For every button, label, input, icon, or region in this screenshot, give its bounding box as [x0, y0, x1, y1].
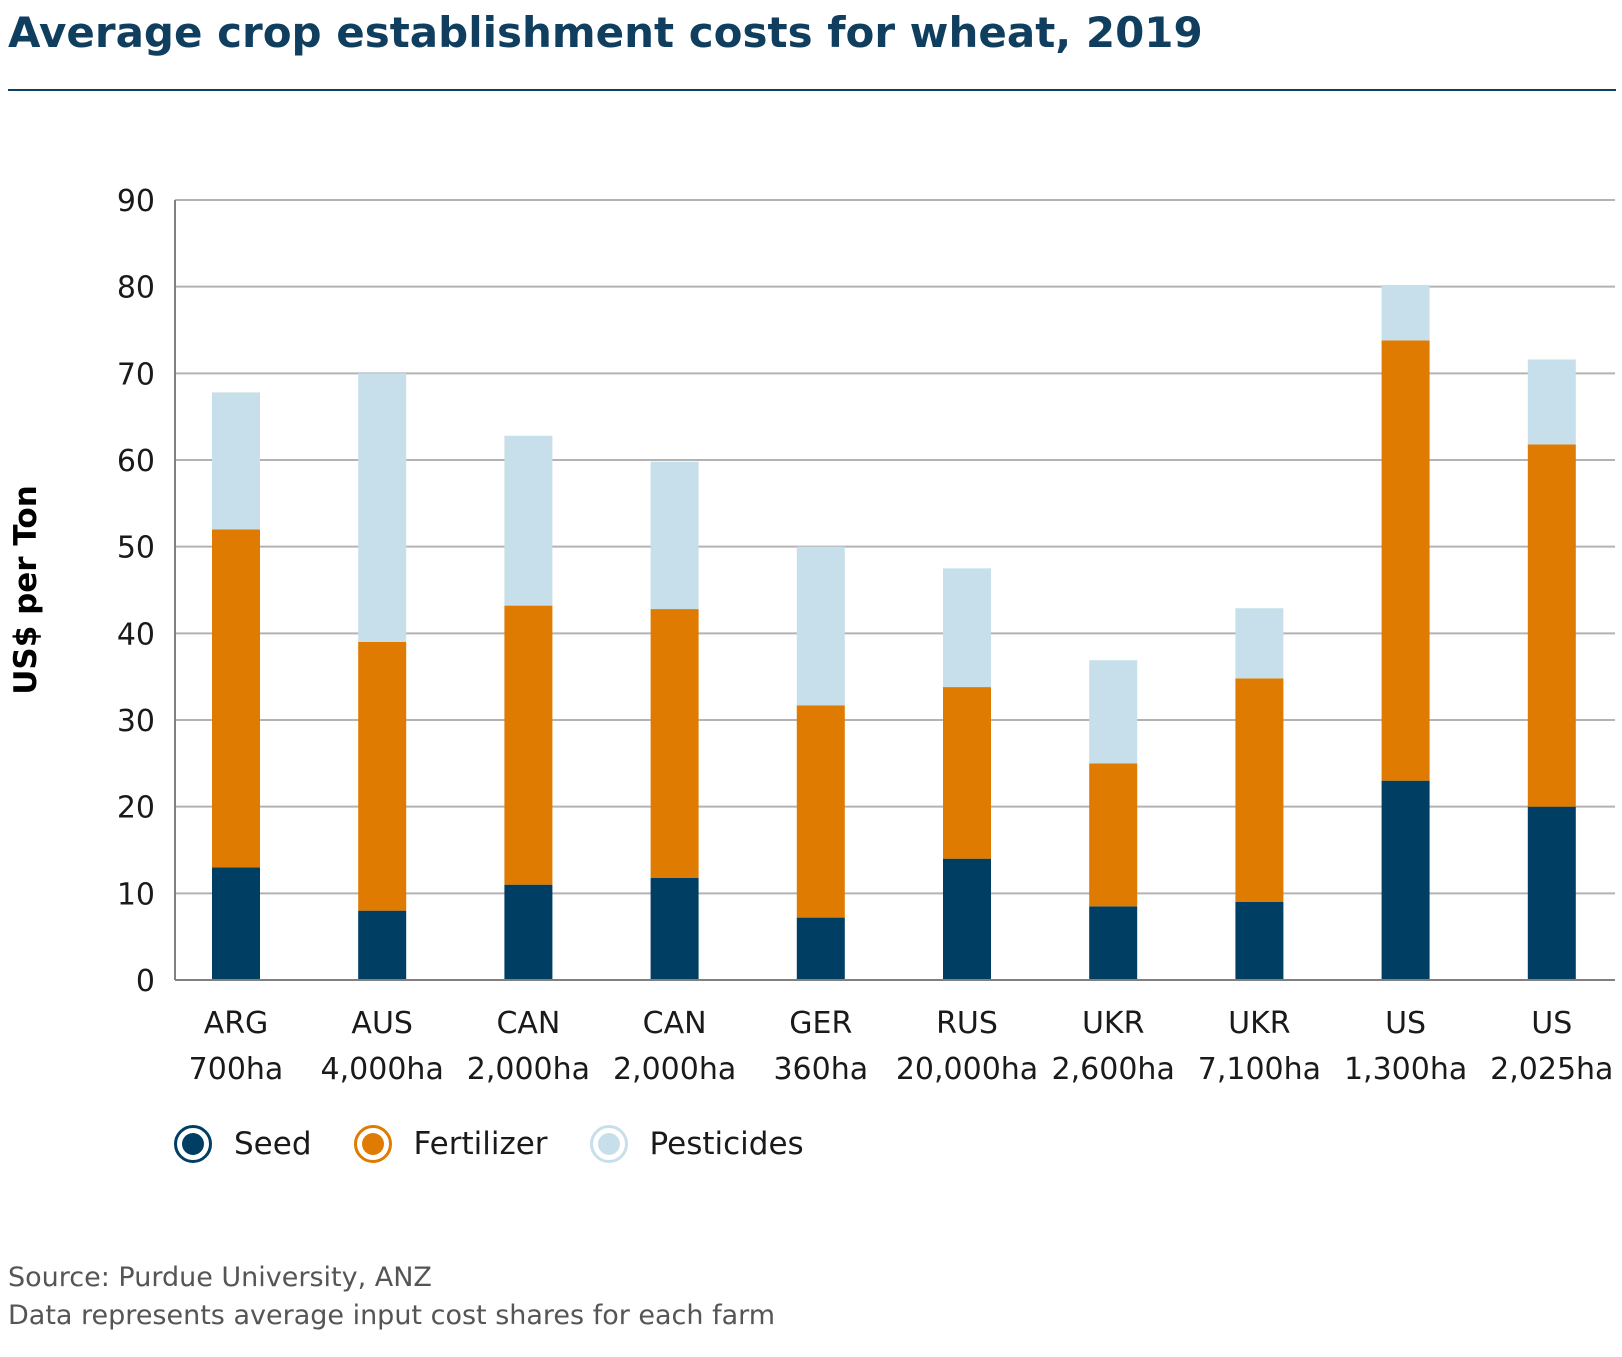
y-tick-label: 60: [117, 444, 155, 479]
bar-seed: [943, 858, 991, 980]
y-tick-label: 20: [117, 791, 155, 826]
bar-pesticides: [358, 373, 407, 642]
bar-pesticides: [1527, 359, 1576, 445]
bar-seed: [1381, 780, 1430, 980]
x-tick-label: GER 360ha: [773, 1006, 868, 1087]
legend-label-seed: Seed: [234, 1126, 312, 1162]
title-divider: [8, 89, 1616, 91]
legend: Seed Fertilizer Pesticides: [174, 1118, 846, 1170]
bar-fertilizer: [1089, 763, 1138, 907]
legend-marker-pesticides: [589, 1125, 628, 1163]
x-tick-label: US 2,025ha: [1490, 1006, 1613, 1087]
bar-fertilizer: [1381, 340, 1430, 781]
bar-pesticides: [796, 546, 845, 706]
legend-marker-seed: [174, 1125, 212, 1163]
y-tick-label: 50: [117, 531, 155, 566]
legend-dot-seed: [182, 1133, 204, 1155]
x-tick-labels: ARG 700ha AUS 4,000ha CAN 2,000ha CAN 2,000ha GE…: [189, 1006, 1614, 1087]
y-tick-label: 90: [117, 184, 155, 219]
bar-pesticides: [504, 435, 553, 606]
y-tick-label: 80: [117, 271, 155, 306]
bar-seed: [504, 884, 553, 980]
bar-seed: [1527, 806, 1576, 980]
bar-fertilizer: [796, 705, 845, 918]
bar-fertilizer: [1235, 678, 1284, 902]
x-tick-label: US 1,300ha: [1344, 1006, 1467, 1087]
x-tick-label: CAN 2,000ha: [613, 1006, 736, 1087]
bar-fertilizer: [504, 605, 553, 885]
x-tick-label: RUS 20,000ha: [896, 1006, 1038, 1087]
bar-seed: [796, 917, 845, 980]
legend-dot-pesticides: [597, 1133, 620, 1155]
y-tick-label: 10: [117, 877, 155, 912]
legend-item-fertilizer: Fertilizer: [353, 1125, 548, 1163]
x-tick-label: UKR 7,100ha: [1198, 1006, 1321, 1087]
bar-fertilizer: [212, 529, 260, 868]
data-note: Data represents average input cost share…: [8, 1300, 776, 1331]
bar-fertilizer: [1527, 444, 1576, 807]
legend-label-pesticides: Pesticides: [649, 1126, 804, 1162]
bar-seed: [650, 877, 699, 980]
y-tick-label: 70: [117, 357, 155, 392]
bar-seed: [212, 867, 260, 980]
x-tick-label: CAN 2,000ha: [467, 1006, 590, 1087]
x-tick-label: ARG 700ha: [189, 1006, 284, 1087]
legend-item-pesticides: Pesticides: [589, 1125, 804, 1163]
y-tick-label: 40: [117, 617, 155, 652]
bar-pesticides: [943, 568, 991, 688]
bar-pesticides: [1089, 660, 1138, 764]
legend-marker-fertilizer: [353, 1125, 392, 1163]
chart-title: Average crop establishment costs for whe…: [8, 8, 1203, 57]
bar-pesticides: [212, 392, 260, 530]
bar-fertilizer: [943, 687, 991, 859]
bar-pesticides: [1235, 608, 1284, 679]
y-axis-label: US$ per Ton: [8, 485, 44, 695]
bar-pesticides: [1381, 284, 1430, 341]
legend-label-fertilizer: Fertilizer: [413, 1126, 548, 1162]
stacked-bar-chart: 0 10 20 30 40 50 60 70 80 90 ARG 700ha AUS 4,000ha CA…: [8, 184, 1615, 1087]
legend-item-seed: Seed: [174, 1125, 312, 1163]
bar-seed: [1089, 906, 1138, 980]
gridlines: [175, 199, 1615, 895]
source-note: Source: Purdue University, ANZ: [8, 1262, 432, 1293]
legend-dot-fertilizer: [361, 1133, 384, 1155]
bar-pesticides: [650, 461, 699, 610]
y-tick-label: 30: [117, 704, 155, 739]
bar-fertilizer: [650, 609, 699, 878]
y-tick-label: 0: [136, 964, 155, 999]
bar-seed: [358, 910, 407, 980]
x-tick-label: UKR 2,600ha: [1052, 1006, 1175, 1087]
y-tick-labels: 0 10 20 30 40 50 60 70 80 90: [117, 184, 155, 999]
bars: [212, 284, 1576, 980]
axes: [174, 200, 1615, 981]
bar-seed: [1235, 902, 1284, 980]
x-tick-label: AUS 4,000ha: [321, 1006, 444, 1087]
bar-fertilizer: [358, 642, 407, 911]
